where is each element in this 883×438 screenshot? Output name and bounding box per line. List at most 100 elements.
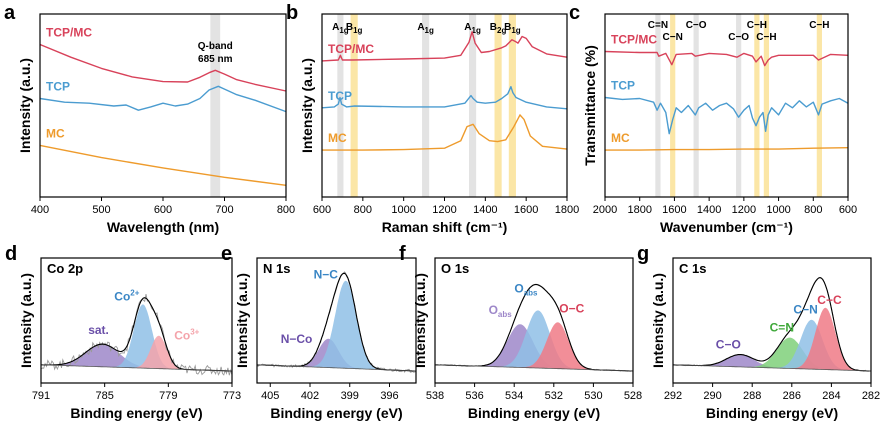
peak-label: Oabs: [514, 281, 538, 297]
series-line-tcp-mc: [39, 43, 287, 92]
peak-label: C−C: [817, 293, 842, 307]
x-tick-label: 700: [215, 204, 233, 216]
band-yellow: [816, 14, 822, 197]
x-tick-label: 800: [354, 204, 372, 216]
band-label: A1g: [417, 22, 434, 35]
band-label: A1g: [332, 22, 349, 35]
x-tick-label: 534: [505, 390, 523, 402]
peak-1: [435, 310, 633, 371]
x-tick-label: 405: [261, 390, 279, 402]
peak-1: [41, 304, 232, 371]
x-tick-label: 773: [223, 390, 241, 402]
x-tick-label: 532: [545, 390, 563, 402]
series-label: MC: [611, 131, 630, 145]
x-tick-label: 292: [664, 390, 682, 402]
x-axis-label: Binding energy (eV): [706, 405, 838, 421]
x-tick-label: 284: [822, 390, 840, 402]
band-label: C−H: [756, 32, 776, 43]
inset-title: N 1s: [263, 261, 290, 276]
annotation-line2: 685 nm: [198, 54, 233, 65]
series-label: MC: [46, 126, 65, 140]
inset-title: O 1s: [441, 261, 469, 276]
plot-frame: [40, 257, 233, 384]
peak-label: C−N: [793, 303, 817, 317]
band-yellow: [754, 14, 760, 197]
panel-letter: g: [637, 243, 649, 265]
peak-1: [257, 280, 416, 371]
x-tick-label: 785: [95, 390, 113, 402]
band-gray: [655, 14, 661, 197]
x-tick-label: 286: [783, 390, 801, 402]
x-tick-label: 528: [624, 390, 642, 402]
x-tick-label: 600: [154, 204, 172, 216]
baseline-line: [672, 364, 871, 372]
band-label: C−O: [728, 32, 749, 43]
x-tick-label: 1200: [732, 204, 756, 216]
x-tick-label: 288: [743, 390, 761, 402]
peak-label: N−Co: [281, 332, 313, 346]
band-gray: [736, 14, 742, 197]
panel-g: C−O C=N C−NC−C C 1s 292 290 288 286 284 282 Bindin…: [637, 243, 880, 421]
inset-title: C 1s: [679, 261, 706, 276]
peak-0: [41, 344, 232, 371]
series-line-tcp-mc: [604, 50, 849, 67]
panel-d: sat. Co2+ Co3+ Co 2p 791 785 779 773 Binding ene…: [5, 243, 241, 421]
panel-letter: c: [569, 2, 580, 24]
panel-letter: e: [221, 243, 232, 265]
plot-frame: [434, 257, 634, 384]
x-tick-label: 1200: [432, 204, 456, 216]
x-tick-label: 1600: [514, 204, 538, 216]
x-tick-label: 400: [31, 204, 49, 216]
x-tick-label: 290: [703, 390, 721, 402]
x-axis-label: Wavenumber (cm⁻¹): [660, 219, 793, 235]
x-tick-label: 396: [380, 390, 398, 402]
x-tick-label: 402: [301, 390, 319, 402]
x-tick-label: 1800: [627, 204, 651, 216]
band-yellow: [494, 14, 502, 197]
x-axis-label: Binding energy (eV): [468, 405, 600, 421]
x-tick-label: 2000: [593, 204, 617, 216]
x-tick-label: 600: [313, 204, 331, 216]
x-axis-label: Binding energy (eV): [270, 405, 402, 421]
band-label: B1g: [504, 22, 521, 35]
x-tick-label: 800: [804, 204, 822, 216]
band-gray: [693, 14, 699, 197]
panel-letter: f: [399, 243, 406, 265]
y-axis-label: Intensity (a.u.): [17, 58, 33, 153]
series-line-tcp: [604, 96, 849, 135]
peak-3: [673, 307, 871, 371]
series-label: TCP: [328, 89, 352, 103]
plot-frame: [39, 13, 287, 198]
series-line-tcp: [39, 85, 287, 113]
baseline-line: [434, 364, 633, 372]
band-label: C=N: [648, 20, 668, 31]
series-label: MC: [328, 131, 347, 145]
x-tick-label: 282: [862, 390, 880, 402]
x-tick-label: 1800: [555, 204, 579, 216]
band-yellow: [508, 14, 516, 197]
y-axis-label: Intensity (a.u.): [412, 273, 428, 368]
x-tick-label: 1400: [473, 204, 497, 216]
y-axis-label: Intensity (a.u.): [18, 273, 34, 368]
series-line-tcp: [321, 85, 568, 110]
series-label: TCP: [46, 79, 70, 93]
x-tick-label: 536: [465, 390, 483, 402]
plot-frame: [672, 257, 872, 384]
plot-frame: [256, 257, 417, 384]
x-tick-label: 800: [277, 204, 295, 216]
band-label: B1g: [346, 22, 363, 35]
x-tick-label: 1000: [391, 204, 415, 216]
x-tick-label: 1400: [697, 204, 721, 216]
peak-label: O−C: [559, 301, 584, 315]
peak-label: C=N: [770, 321, 794, 335]
peak-label: Oabs: [489, 303, 513, 319]
band-gray: [337, 14, 344, 197]
x-tick-label: 530: [584, 390, 602, 402]
band-yellow: [763, 14, 770, 197]
x-tick-label: 1600: [662, 204, 686, 216]
fit-envelope-line: [672, 277, 871, 372]
baseline-line: [256, 364, 416, 372]
